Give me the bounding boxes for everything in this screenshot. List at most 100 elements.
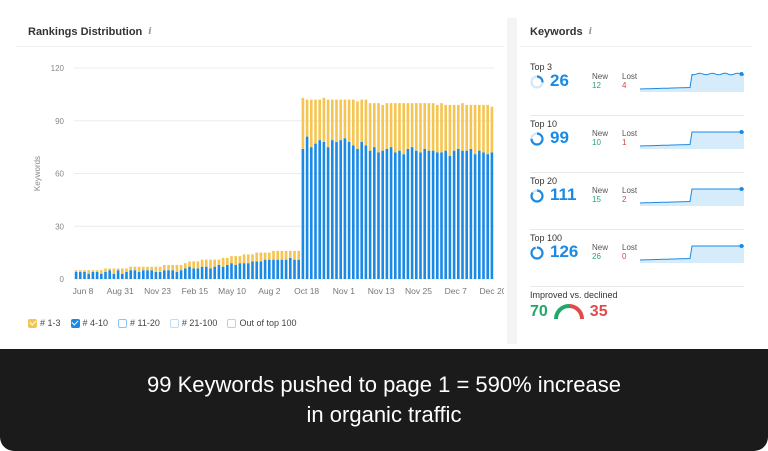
bar-segment[interactable] (389, 147, 393, 279)
bar-segment[interactable] (204, 266, 208, 279)
bar-segment[interactable] (414, 103, 418, 151)
bar-segment[interactable] (465, 150, 469, 279)
bar-segment[interactable] (188, 261, 191, 267)
bar-segment[interactable] (137, 271, 141, 279)
bar-segment[interactable] (87, 273, 91, 279)
bar-segment[interactable] (284, 250, 288, 260)
bar-segment[interactable] (171, 264, 175, 271)
legend-checkbox[interactable] (118, 318, 128, 328)
bar-segment[interactable] (158, 271, 162, 279)
bar-segment[interactable] (217, 259, 221, 265)
bar-segment[interactable] (385, 103, 389, 149)
bar-segment[interactable] (330, 99, 334, 141)
bar-segment[interactable] (217, 264, 221, 279)
bar-segment[interactable] (158, 266, 162, 272)
bar-segment[interactable] (461, 103, 464, 151)
bar-segment[interactable] (414, 150, 418, 279)
bar-segment[interactable] (120, 273, 124, 279)
bar-segment[interactable] (368, 150, 372, 279)
bar-segment[interactable] (435, 104, 439, 153)
bar-segment[interactable] (150, 266, 154, 271)
bar-segment[interactable] (162, 264, 166, 271)
bar-segment[interactable] (125, 268, 128, 272)
bar-segment[interactable] (330, 140, 334, 279)
legend-checkbox[interactable] (70, 318, 80, 328)
bar-segment[interactable] (146, 270, 149, 279)
bar-segment[interactable] (297, 259, 301, 279)
bar-segment[interactable] (192, 268, 196, 279)
bar-segment[interactable] (112, 273, 116, 279)
bar-segment[interactable] (377, 152, 380, 279)
bar-segment[interactable] (284, 259, 288, 279)
bar-segment[interactable] (377, 103, 380, 153)
bar-segment[interactable] (351, 99, 355, 146)
bar-segment[interactable] (78, 270, 82, 272)
bar-segment[interactable] (99, 270, 103, 274)
bar-segment[interactable] (444, 150, 448, 279)
bar-segment[interactable] (74, 270, 78, 272)
bar-segment[interactable] (419, 103, 422, 153)
legend-item[interactable]: # 1-3 (28, 318, 61, 328)
sparkline[interactable] (640, 70, 744, 92)
bar-segment[interactable] (200, 259, 204, 267)
bar-segment[interactable] (347, 99, 351, 142)
bar-segment[interactable] (444, 104, 448, 151)
bar-segment[interactable] (452, 150, 456, 279)
bar-segment[interactable] (230, 263, 233, 279)
bar-segment[interactable] (385, 148, 389, 279)
bar-segment[interactable] (335, 99, 338, 142)
bar-segment[interactable] (246, 254, 250, 264)
legend-item[interactable]: Out of top 100 (227, 318, 296, 328)
bar-segment[interactable] (477, 150, 481, 279)
legend-checkbox[interactable] (227, 318, 237, 328)
bar-segment[interactable] (448, 155, 452, 279)
bar-segment[interactable] (95, 270, 99, 272)
bar-segment[interactable] (133, 266, 137, 271)
bar-segment[interactable] (225, 264, 229, 279)
bar-segment[interactable] (196, 261, 200, 269)
bar-segment[interactable] (452, 104, 456, 151)
bar-segment[interactable] (343, 138, 347, 279)
bar-segment[interactable] (469, 104, 473, 149)
bar-segment[interactable] (209, 268, 212, 279)
bar-segment[interactable] (183, 263, 187, 269)
bar-segment[interactable] (305, 136, 309, 279)
bar-segment[interactable] (276, 259, 280, 279)
keyword-block[interactable]: Top 100 126 New Lost 26 0 (530, 233, 744, 283)
bar-segment[interactable] (242, 254, 246, 264)
bar-segment[interactable] (381, 104, 385, 151)
legend-item[interactable]: # 21-100 (169, 318, 217, 328)
bar-segment[interactable] (402, 103, 406, 155)
bar-segment[interactable] (272, 259, 275, 279)
bar-segment[interactable] (116, 268, 120, 271)
bar-segment[interactable] (259, 252, 263, 262)
bar-segment[interactable] (305, 99, 309, 137)
keyword-block[interactable]: Top 20 111 New Lost 15 2 (530, 176, 744, 226)
bar-segment[interactable] (179, 264, 183, 271)
bar-segment[interactable] (486, 104, 490, 155)
bar-segment[interactable] (87, 270, 91, 274)
bar-segment[interactable] (423, 103, 427, 149)
bar-segment[interactable] (431, 150, 435, 279)
bar-segment[interactable] (238, 256, 242, 264)
bar-segment[interactable] (74, 271, 78, 279)
info-icon[interactable]: i (148, 27, 152, 37)
bar-segment[interactable] (263, 259, 267, 279)
bar-segment[interactable] (179, 270, 183, 279)
bar-segment[interactable] (326, 147, 330, 279)
bar-segment[interactable] (406, 148, 410, 279)
bar-segment[interactable] (154, 266, 158, 272)
bar-segment[interactable] (368, 103, 372, 151)
bar-segment[interactable] (104, 271, 107, 279)
bar-segment[interactable] (490, 152, 494, 279)
bar-segment[interactable] (477, 104, 481, 151)
bar-segment[interactable] (95, 271, 99, 279)
bar-segment[interactable] (351, 145, 355, 279)
bar-segment[interactable] (360, 99, 364, 142)
bar-segment[interactable] (293, 259, 296, 279)
bar-segment[interactable] (83, 271, 86, 279)
bar-segment[interactable] (91, 271, 95, 279)
bar-segment[interactable] (402, 154, 406, 279)
bar-segment[interactable] (410, 147, 414, 279)
bar-segment[interactable] (125, 271, 128, 279)
